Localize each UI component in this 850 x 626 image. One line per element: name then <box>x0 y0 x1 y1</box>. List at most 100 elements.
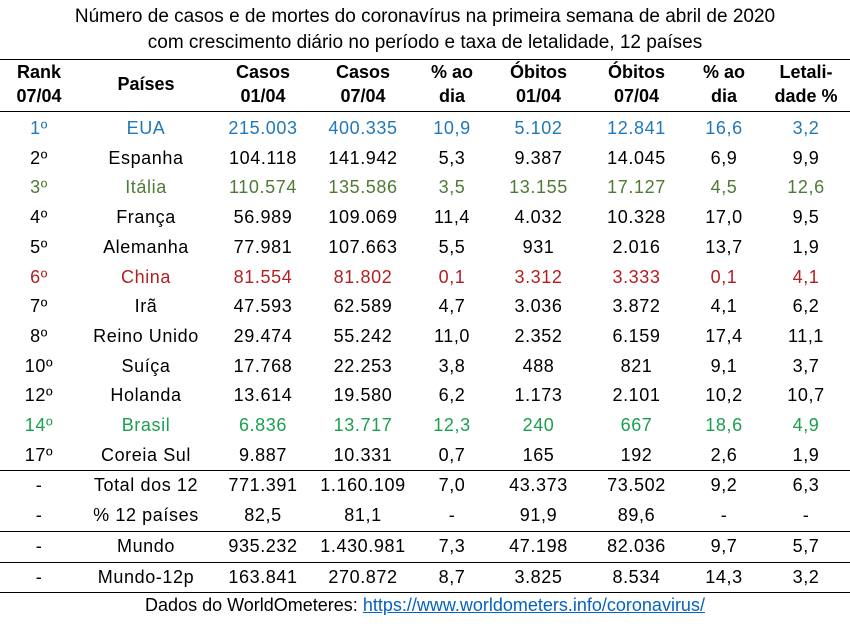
table-cell: 47.593 <box>233 296 293 317</box>
table-cell: 667 <box>620 415 653 436</box>
table-cell: 1.173 <box>514 385 563 406</box>
table-row: 2º Espanha 104.118 141.942 5,3 9.387 14.045 6,9… <box>0 144 850 174</box>
table-cell: 10,2 <box>705 385 743 406</box>
table-cell: 10.331 <box>333 444 393 465</box>
table-cell: 488 <box>522 355 555 376</box>
table-cell: 82,5 <box>244 505 282 526</box>
table-cell: 1,9 <box>792 444 820 465</box>
column-header-line: % ao <box>702 62 745 82</box>
table-cell: 1º <box>30 118 48 138</box>
table-cell: 4,1 <box>710 296 738 317</box>
table-cell: 73.502 <box>587 470 686 502</box>
covid-table: Rank 07/04 Países Casos 01/04 Casos 07/04 % ao d… <box>0 59 850 594</box>
table-row: 10º Suíça 17.768 22.253 3,8 488 821 9,1 3,7 <box>0 352 850 382</box>
world-rows: - Mundo 935.232 1.430.981 7,3 47.198 82.036 9,7… <box>0 530 850 563</box>
table-cell: 821 <box>620 355 653 376</box>
column-header-line: 07/04 <box>16 86 62 106</box>
table-cell: Brasil <box>121 415 171 436</box>
table-cell: 141.942 <box>328 147 398 168</box>
table-cell: 3,7 <box>792 355 820 376</box>
table-cell: 6,3 <box>762 470 850 502</box>
table-cell: 9,1 <box>710 355 738 376</box>
table-cell: - <box>448 505 456 526</box>
table-cell: Mundo-12p <box>78 561 214 594</box>
table-cell: 2,6 <box>710 444 738 465</box>
table-cell: 5,5 <box>438 236 466 257</box>
table-cell: - <box>0 561 78 594</box>
table-cell: 9.887 <box>238 444 288 465</box>
table-cell: 2.101 <box>612 385 661 406</box>
table-cell: 81.554 <box>233 266 293 287</box>
table-row: 3º Itália 110.574 135.586 3,5 13.155 17.127 4,5… <box>0 173 850 203</box>
table-cell: China <box>120 266 172 287</box>
table-cell: 81.802 <box>333 266 393 287</box>
column-header-2: Casos 01/04 <box>214 59 312 112</box>
table-cell: 4.032 <box>514 207 563 228</box>
table-row: 6º China 81.554 81.802 0,1 3.312 3.333 0,1 4,1 <box>0 263 850 293</box>
table-row: 8º Reino Unido 29.474 55.242 11,0 2.352 6.159 1… <box>0 322 850 352</box>
table-cell: Alemanha <box>103 236 189 257</box>
table-cell: 931 <box>522 236 555 257</box>
table-cell: 7,0 <box>414 470 490 502</box>
column-header-line: dia <box>438 86 465 106</box>
table-cell: 2.352 <box>514 325 563 346</box>
table-row: 4º França 56.989 109.069 11,4 4.032 10.328 17,0… <box>0 203 850 233</box>
table-cell: 11,0 <box>433 325 471 346</box>
table-cell: 4,5 <box>710 177 738 198</box>
table-cell: 3,2 <box>792 118 820 138</box>
column-header-1: Países <box>78 59 214 112</box>
table-cell: Itália <box>125 177 167 198</box>
table-cell: 82.036 <box>587 530 686 563</box>
table-cell: 91,9 <box>519 505 558 526</box>
table-row: - Total dos 12 771.391 1.160.109 7,0 43.373 73… <box>0 470 850 502</box>
table-cell: 4º <box>30 207 48 228</box>
table-cell: 17º <box>24 444 54 465</box>
table-cell: 12,6 <box>787 177 825 198</box>
table-cell: 55.242 <box>333 325 393 346</box>
table-row: 12º Holanda 13.614 19.580 6,2 1.173 2.101 10,2 1… <box>0 381 850 411</box>
table-cell: 56.989 <box>233 207 293 228</box>
table-cell: 14,3 <box>686 561 762 594</box>
table-cell: - <box>802 505 810 526</box>
table-cell: 109.069 <box>328 207 398 228</box>
table-cell: 5,3 <box>438 147 466 168</box>
table-cell: 89,6 <box>617 505 656 526</box>
source-link[interactable]: https://www.worldometers.info/coronaviru… <box>362 595 705 616</box>
total-rows: - Total dos 12 771.391 1.160.109 7,0 43.373 73… <box>0 470 850 531</box>
table-row: - % 12 países 82,5 81,1 - 91,9 89,6 - - <box>0 501 850 531</box>
table-cell: 6,2 <box>792 296 820 317</box>
table-cell: 9,5 <box>792 207 820 228</box>
column-header-line: Rank <box>16 62 61 82</box>
table-cell: 3.872 <box>612 296 661 317</box>
table-cell: 5,7 <box>762 530 850 563</box>
table-cell: 9,7 <box>686 530 762 563</box>
table-cell: 2º <box>30 147 48 168</box>
table-cell: - <box>720 505 728 526</box>
table-cell: 135.586 <box>328 177 398 198</box>
table-cell: 10,9 <box>433 118 471 138</box>
table-cell: 17,4 <box>705 325 743 346</box>
column-header-line: Casos <box>335 62 391 82</box>
table-cell: 163.841 <box>214 561 312 594</box>
table-cell: 14.045 <box>607 147 666 168</box>
table-cell: 13.614 <box>233 385 293 406</box>
table-cell: 8º <box>30 325 48 346</box>
column-header-line: Óbitos <box>608 62 665 82</box>
table-cell: 47.198 <box>490 530 587 563</box>
table-cell: 8.534 <box>587 561 686 594</box>
table-cell: 10.328 <box>607 207 666 228</box>
column-header-line: 01/04 <box>515 86 562 106</box>
table-cell: Espanha <box>108 147 184 168</box>
table-cell: 7,3 <box>414 530 490 563</box>
table-header: Rank 07/04 Países Casos 01/04 Casos 07/04 % ao d… <box>0 59 850 112</box>
table-row: 1º EUA 215.003 400.335 10,9 5.102 12.841 16,6 3,… <box>0 112 850 144</box>
table-row: - Mundo-12p 163.841 270.872 8,7 3.825 8.534 14,… <box>0 561 850 594</box>
table-cell: 5.102 <box>514 118 563 138</box>
table-cell: 29.474 <box>233 325 293 346</box>
table-cell: França <box>116 207 176 228</box>
table-cell: 6.836 <box>238 415 288 436</box>
table-cell: 5º <box>30 236 48 257</box>
column-header-line: Letali- <box>779 62 833 82</box>
table-cell: 8,7 <box>414 561 490 594</box>
table-cell: 0,7 <box>438 444 466 465</box>
